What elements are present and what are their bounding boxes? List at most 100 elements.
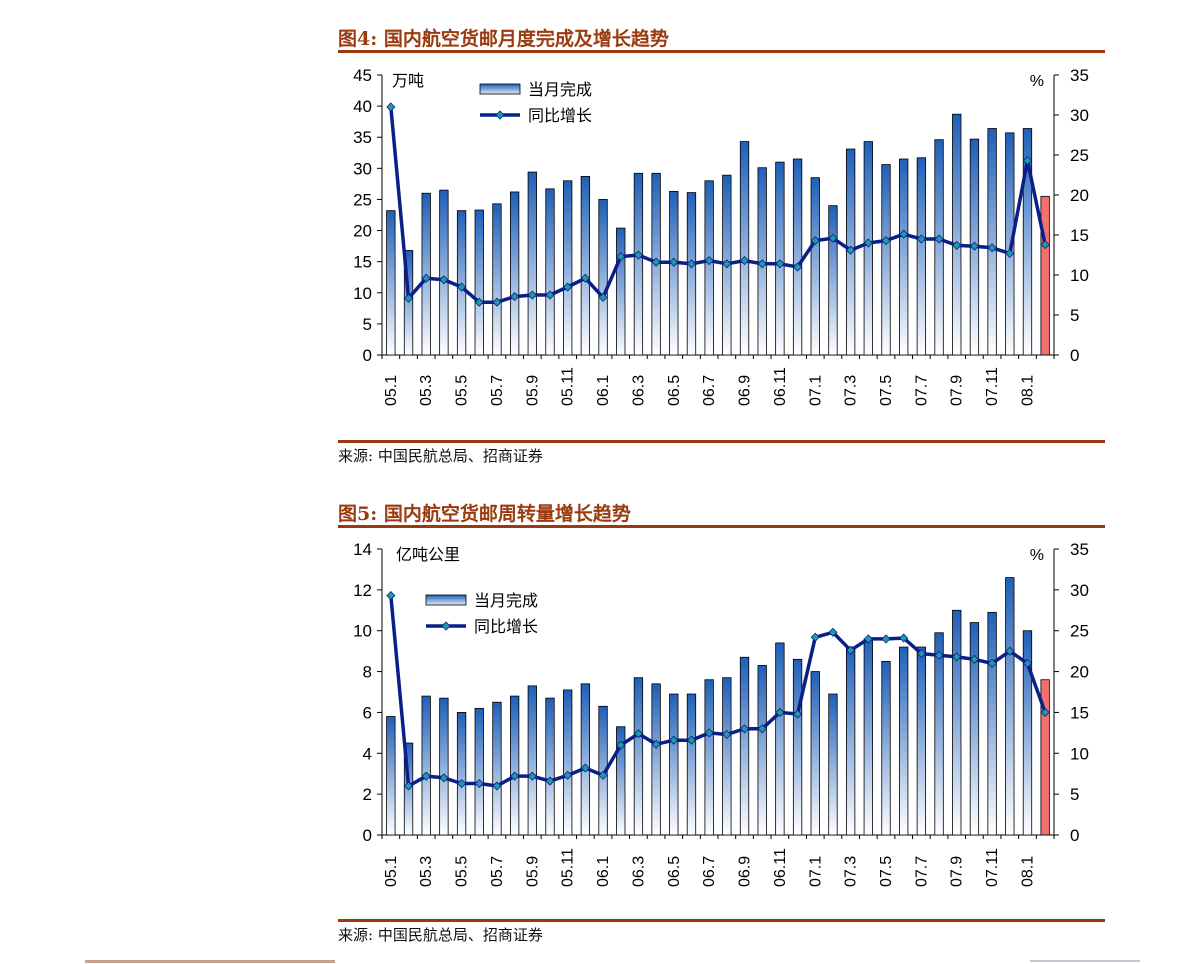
left-tick-label: 10 [353, 622, 372, 641]
growth-point [916, 234, 926, 244]
left-tick-label: 12 [353, 581, 372, 600]
growth-point [952, 240, 962, 250]
growth-point [580, 763, 590, 773]
right-tick-label: 0 [1070, 826, 1079, 845]
growth-point [651, 739, 661, 749]
growth-point [386, 591, 396, 601]
x-tick-label: 05.1 [383, 856, 400, 887]
left-tick-label: 14 [353, 540, 372, 559]
x-tick-label: 05.9 [524, 375, 541, 406]
growth-point [1022, 156, 1033, 166]
figure-4-chart: 0 5 10 15 20 25 30 35 40 45 0 5 10 15 20 25 30 35 05.1 05.3… [353, 66, 1089, 406]
growth-point [916, 649, 926, 659]
bar [722, 677, 732, 836]
right-unit-label: % [1030, 73, 1044, 90]
bar [899, 158, 909, 356]
growth-point [686, 259, 697, 269]
x-tick-label: 07.5 [878, 375, 895, 406]
bar [563, 180, 573, 356]
growth-point [598, 770, 608, 780]
x-tick-label: 06.5 [666, 856, 683, 887]
growth-point [457, 282, 467, 292]
x-tick-label: 07.7 [913, 856, 930, 887]
bar [633, 677, 644, 836]
growth-point [527, 771, 537, 781]
left-tick-label: 20 [353, 222, 372, 241]
left-tick-label: 40 [353, 97, 372, 116]
x-tick-label: 07.1 [807, 856, 824, 887]
growth-point [403, 293, 414, 303]
bar [739, 141, 750, 356]
left-tick-label: 15 [353, 253, 372, 272]
left-tick-label: 4 [363, 744, 372, 763]
x-tick-label: 06.3 [630, 856, 647, 887]
growth-point [421, 771, 431, 781]
legend-line-marker [441, 621, 451, 631]
growth-point [739, 256, 750, 266]
bar [792, 158, 803, 356]
growth-point [545, 776, 555, 786]
bar [704, 180, 714, 356]
left-tick-label: 25 [353, 190, 372, 209]
x-tick-label: 08.1 [1019, 856, 1036, 887]
bar [509, 695, 520, 836]
right-tick-label: 10 [1070, 266, 1089, 285]
growth-point [810, 632, 820, 642]
bar [1022, 128, 1033, 356]
bar [616, 726, 626, 836]
growth-point [863, 634, 873, 644]
bar [845, 646, 856, 836]
growth-point [457, 778, 467, 789]
x-tick-label: 07.5 [878, 856, 895, 887]
left-tick-label: 5 [363, 315, 372, 334]
growth-point [492, 781, 502, 791]
right-tick-label: 10 [1070, 744, 1089, 763]
figure-4-bottom-rule [338, 440, 1105, 443]
figure-5-top-rule [338, 525, 1105, 528]
bar [651, 683, 661, 836]
bar [1005, 132, 1015, 356]
bar [987, 128, 997, 356]
growth-point [775, 707, 785, 717]
left-tick-label: 30 [353, 159, 372, 178]
growth-point [686, 735, 697, 745]
bar [439, 697, 449, 836]
x-tick-label: 07.3 [843, 856, 860, 887]
growth-point [757, 724, 767, 734]
growth-point [510, 292, 520, 302]
legend-bar-swatch [479, 83, 521, 95]
bar [916, 646, 927, 836]
x-tick-label: 07.7 [913, 375, 930, 406]
bar [421, 695, 431, 836]
x-tick-label: 05.9 [524, 856, 541, 887]
right-tick-label: 25 [1070, 146, 1089, 165]
x-tick-label: 07.3 [843, 375, 860, 406]
growth-point [863, 238, 873, 248]
bar [474, 707, 484, 836]
growth-point [899, 633, 909, 643]
growth-point [616, 252, 626, 262]
right-tick-label: 0 [1070, 346, 1079, 365]
bar [492, 203, 502, 356]
bar [1040, 195, 1050, 356]
growth-point [722, 729, 732, 740]
right-tick-label: 20 [1070, 186, 1089, 205]
figure-5-bottom-rule [338, 919, 1105, 922]
figure-5-source: 来源: 中国民航总局、招商证券 [338, 926, 543, 944]
bar [492, 701, 502, 836]
growth-point [386, 102, 396, 112]
bar [527, 685, 537, 836]
bar [669, 693, 679, 836]
bar [474, 209, 484, 356]
x-tick-label: 06.9 [737, 375, 754, 406]
left-tick-label: 0 [363, 346, 372, 365]
right-tick-label: 15 [1070, 226, 1089, 245]
growth-point [510, 771, 520, 781]
growth-point [492, 297, 502, 307]
bar [439, 189, 449, 356]
growth-line [389, 106, 1047, 304]
bar [881, 660, 891, 836]
growth-point [1005, 646, 1015, 656]
growth-point [810, 236, 820, 246]
left-tick-label: 45 [353, 66, 372, 85]
